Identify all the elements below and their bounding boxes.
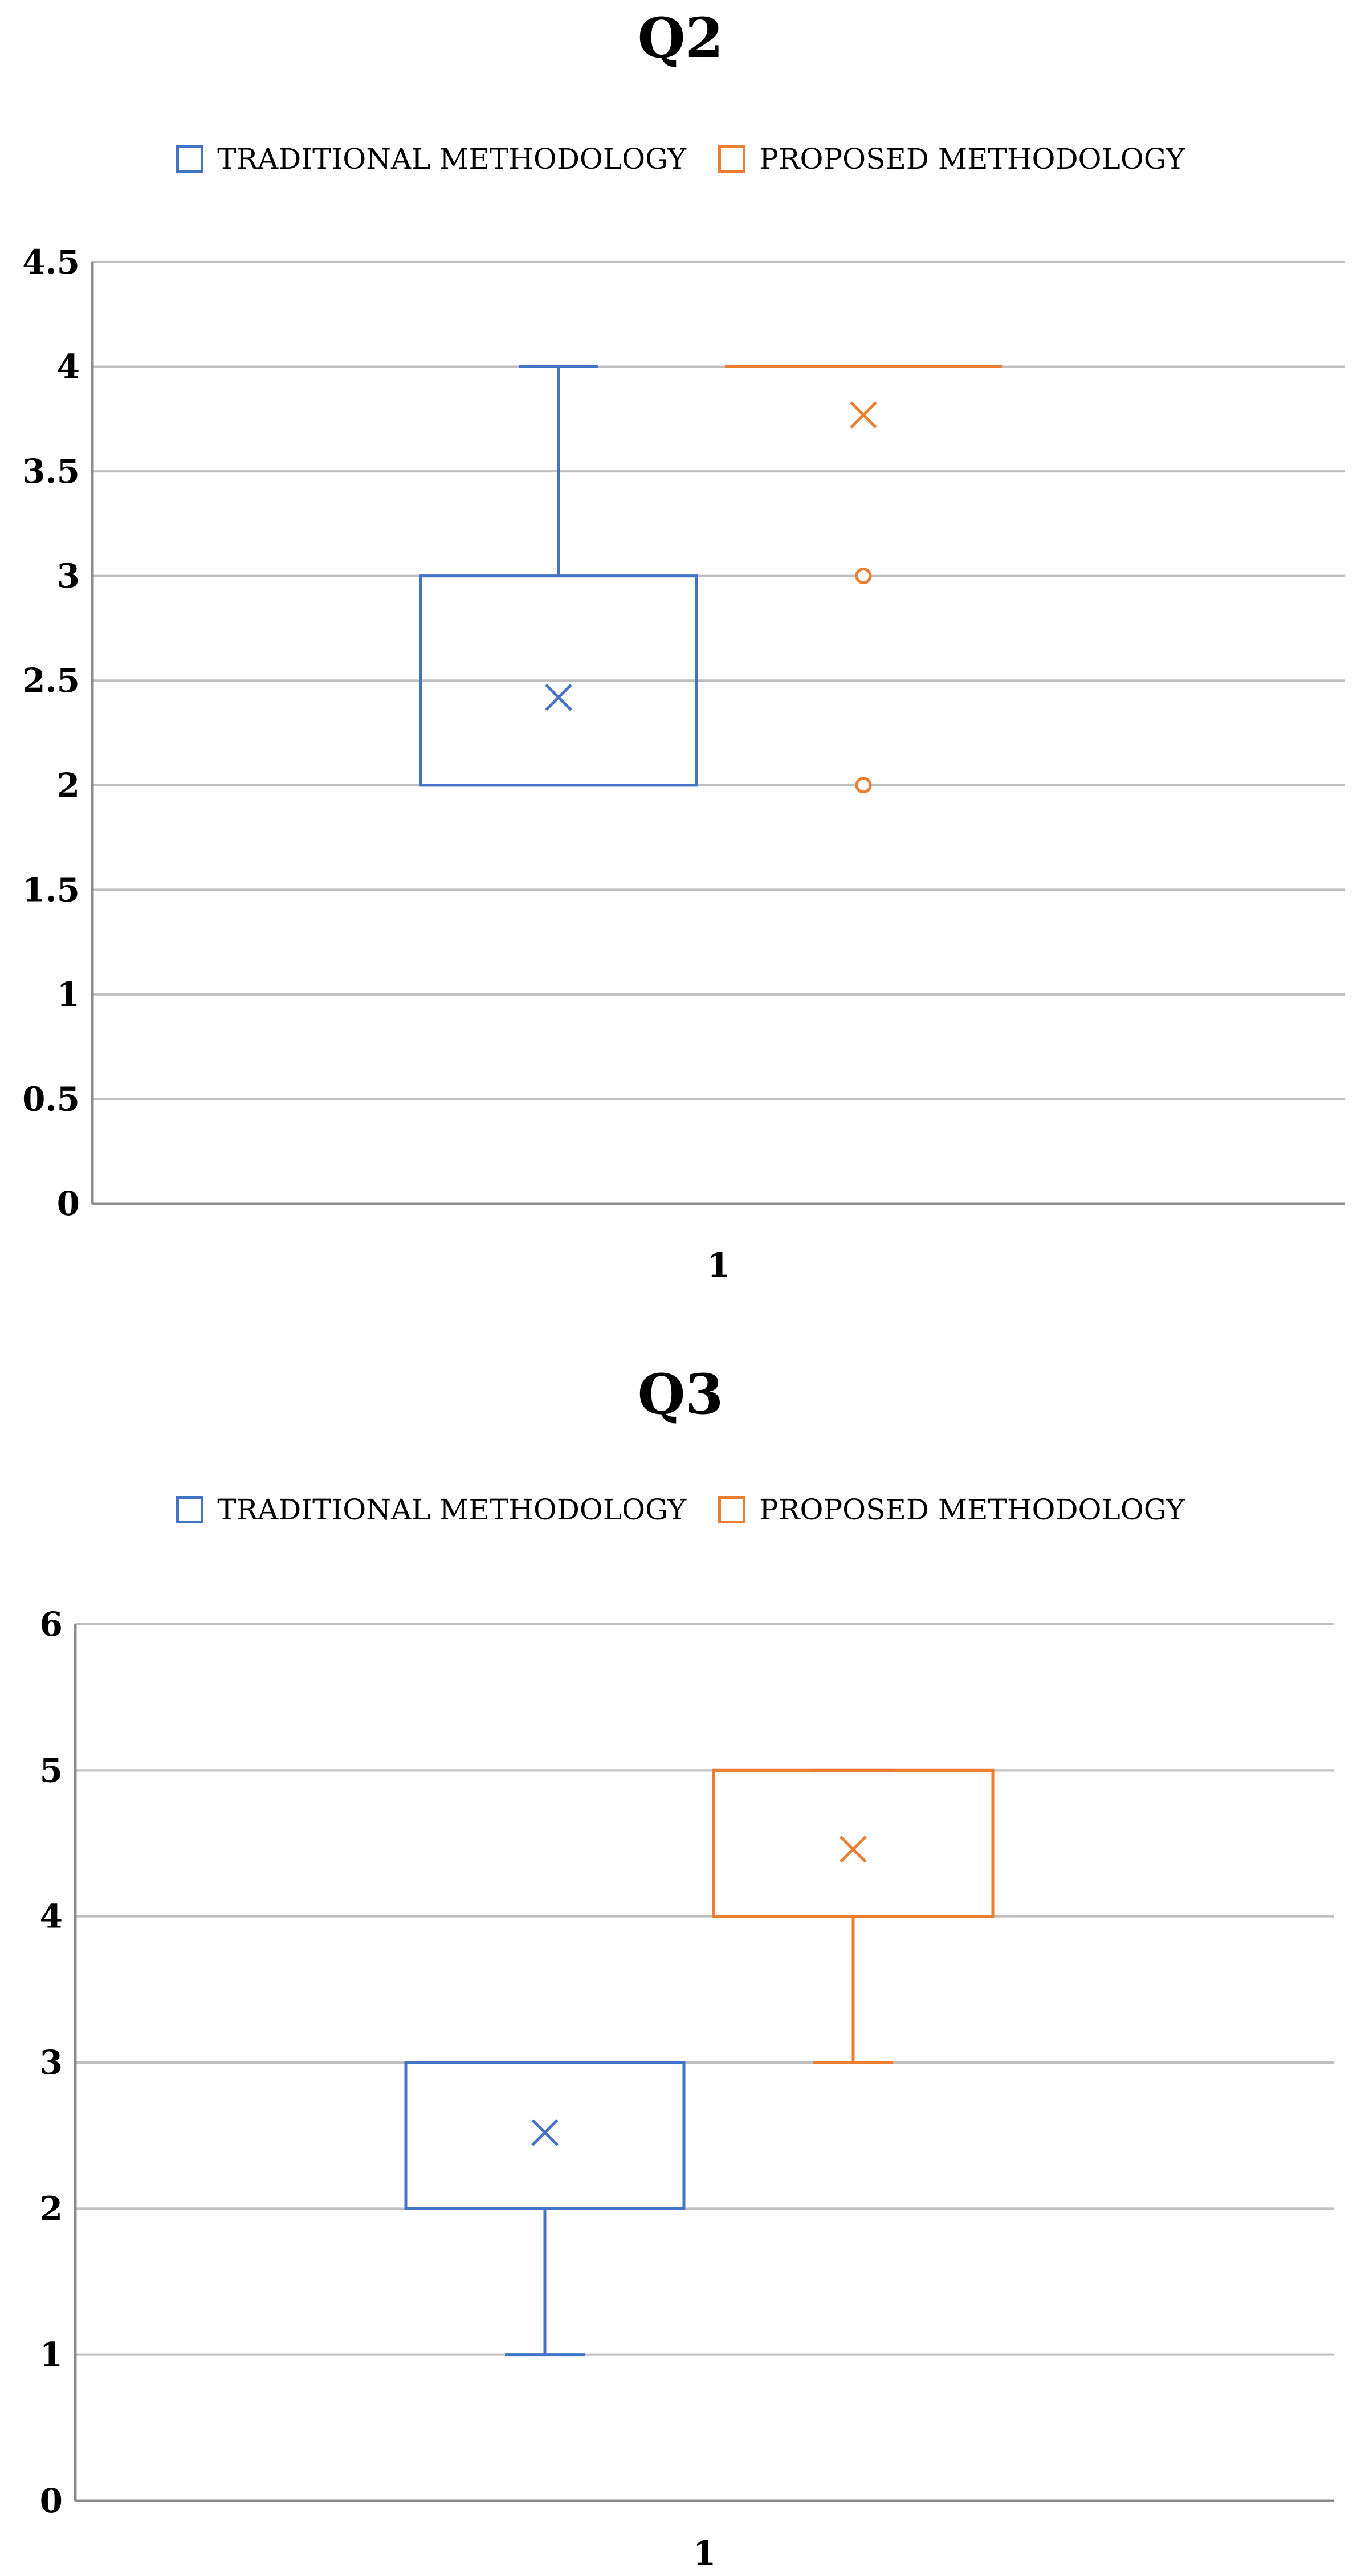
legend-swatch-traditional [176,145,204,173]
plot-area: 0 0.5 1 1.5 2 2.5 3 3.5 4 4.5 1 [22,243,1345,1285]
chart-title: Q2 [637,6,724,70]
y-tick-label: 2 [40,2189,63,2228]
box [712,1768,995,1918]
legend-item-proposed: PROPOSED METHODOLOGY [718,1493,1185,1526]
plot-area: 0 1 2 3 4 5 6 1 [40,1605,1334,2573]
legend-item-traditional: TRADITIONAL METHODOLOGY [176,1493,686,1526]
y-tick-label: 2 [57,766,80,805]
legend-label-proposed: PROPOSED METHODOLOGY [759,1493,1185,1526]
chart-q2: Q2 TRADITIONAL METHODOLOGY PROPOSED METH… [0,6,1361,1285]
y-tick-label: 6 [40,1605,63,1644]
y-tick-label: 5 [40,1751,63,1790]
box [404,2061,686,2210]
legend: TRADITIONAL METHODOLOGY PROPOSED METHODO… [0,1493,1361,1526]
y-tick-label: 3 [40,2043,63,2082]
x-tick-label: 1 [693,2534,716,2573]
chart-q3: Q3 TRADITIONAL METHODOLOGY PROPOSED METH… [0,1356,1361,2576]
y-tick-label: 2.5 [22,661,80,700]
legend-swatch-proposed [718,1496,746,1523]
y-tick-label: 4 [57,348,80,386]
mean-marker [545,683,572,711]
y-tick-label: 4 [40,1897,63,1936]
mean-marker [850,401,877,429]
y-tick-label: 1.5 [22,870,80,909]
y-tick-label: 0 [40,2481,63,2520]
outlier-point [855,568,872,585]
legend-label-traditional: TRADITIONAL METHODOLOGY [217,142,687,176]
mean-marker [531,2119,559,2146]
legend-label-traditional: TRADITIONAL METHODOLOGY [217,1493,687,1526]
y-tick-label: 3 [57,557,80,596]
legend-swatch-traditional [176,1496,204,1523]
y-tick-label: 1 [57,975,80,1014]
chart-title: Q3 [637,1362,724,1426]
y-tick-label: 4.5 [22,243,80,282]
legend-swatch-proposed [718,145,746,173]
legend-item-traditional: TRADITIONAL METHODOLOGY [176,142,686,176]
x-tick-label: 1 [707,1246,730,1285]
legend: TRADITIONAL METHODOLOGY PROPOSED METHODO… [0,142,1361,176]
y-tick-label: 0 [57,1184,80,1223]
mean-marker [840,1835,867,1863]
legend-label-proposed: PROPOSED METHODOLOGY [759,142,1185,176]
y-tick-label: 3.5 [22,452,80,491]
outlier-point [855,777,872,794]
y-tick-label: 1 [40,2335,63,2374]
legend-item-proposed: PROPOSED METHODOLOGY [718,142,1185,176]
y-tick-label: 0.5 [22,1079,80,1118]
